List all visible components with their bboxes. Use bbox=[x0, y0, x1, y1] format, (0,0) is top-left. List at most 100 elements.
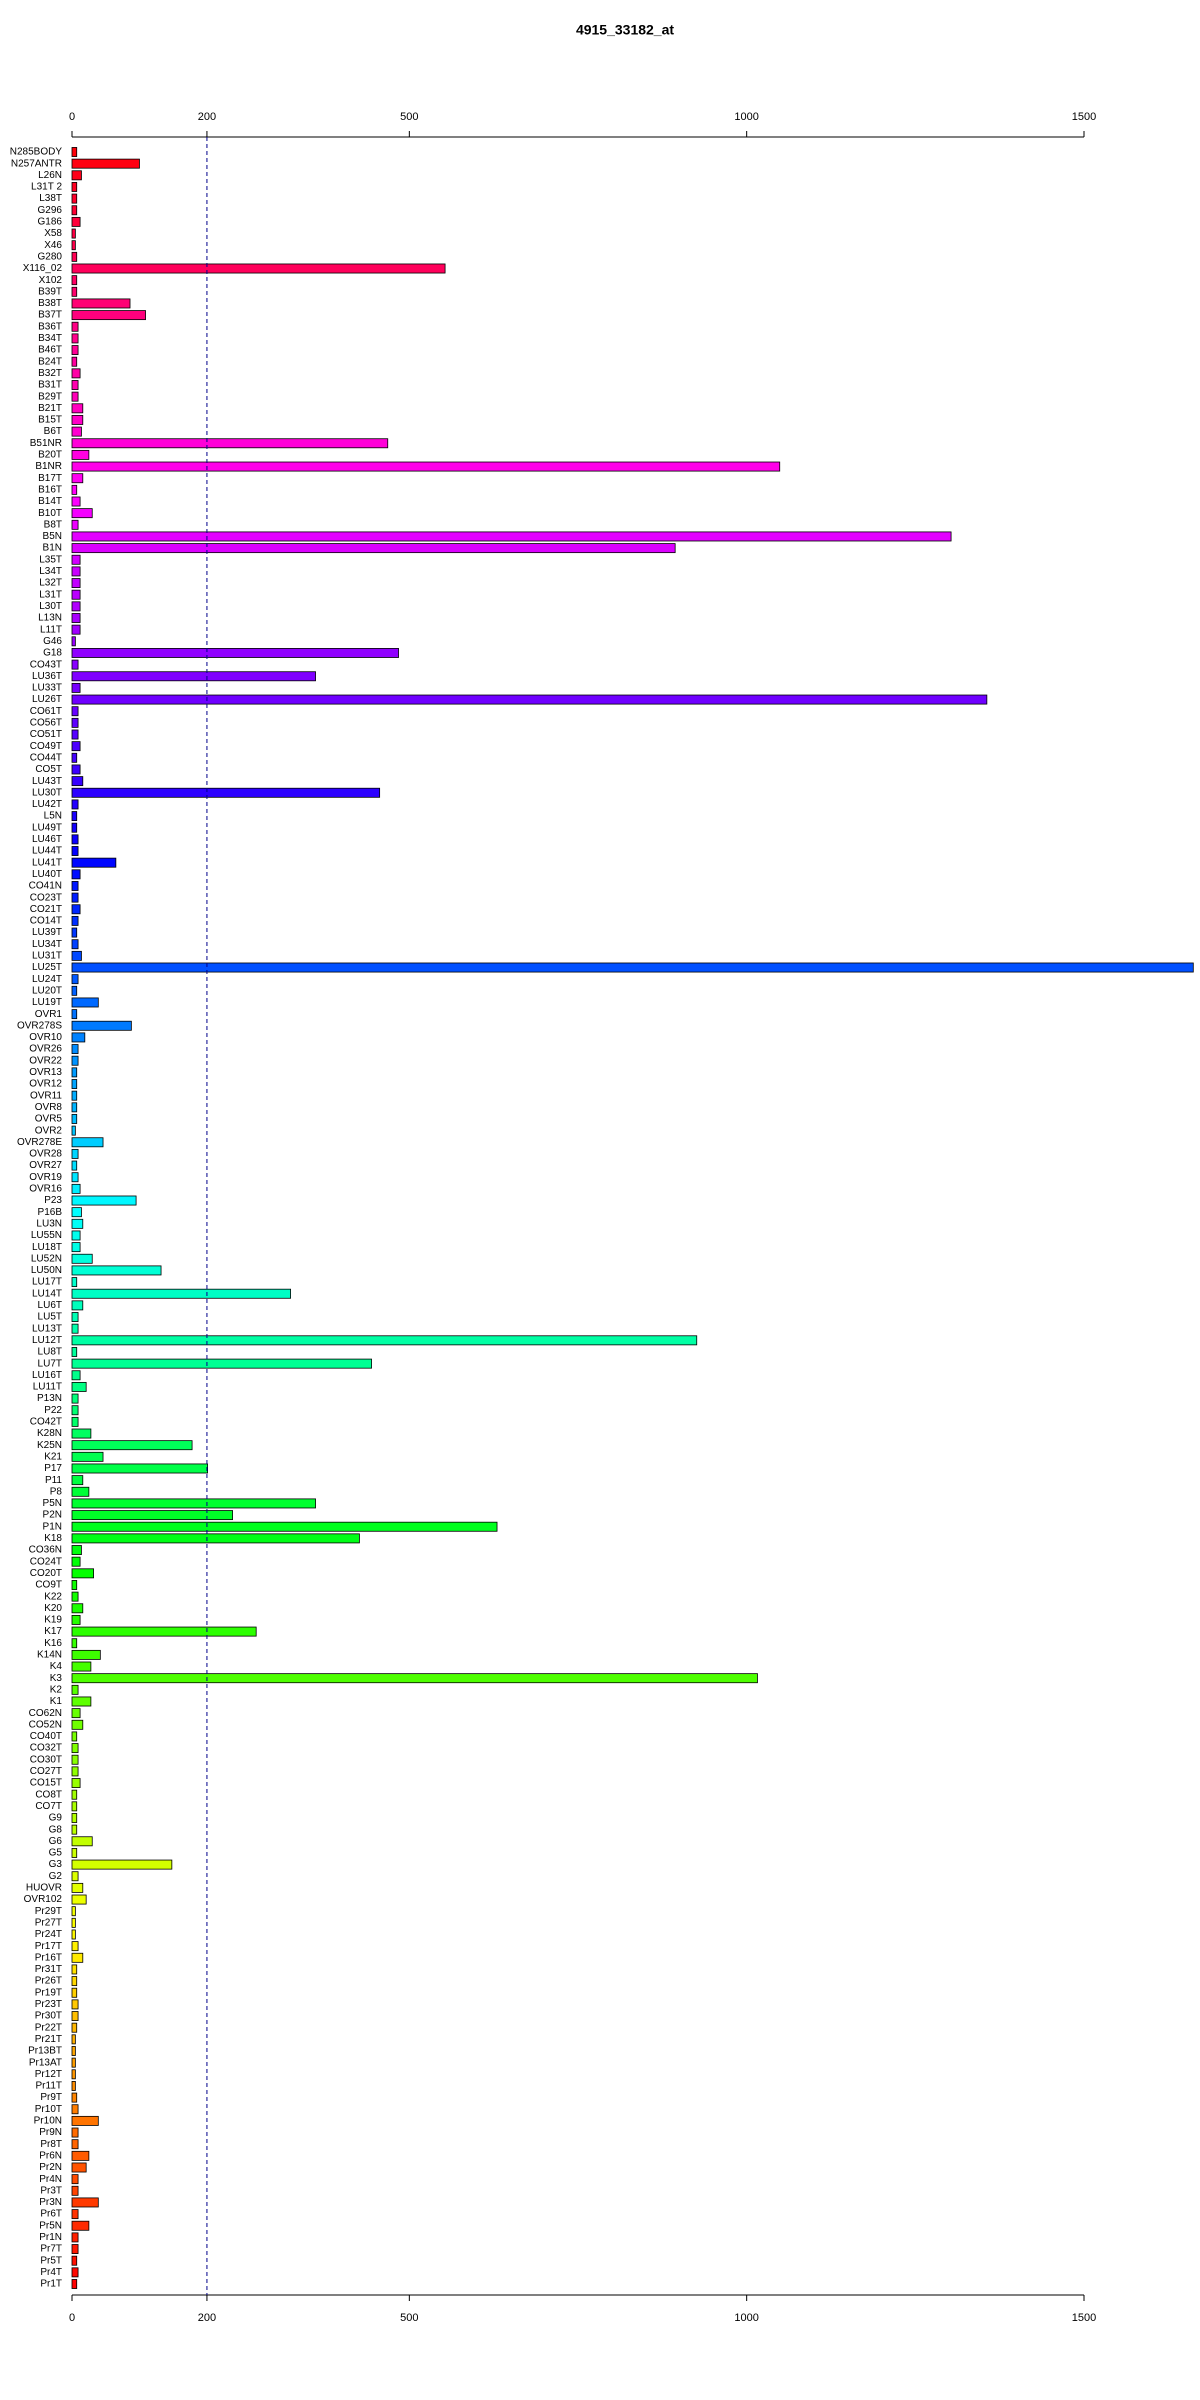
bar bbox=[71, 1207, 82, 1218]
bar bbox=[71, 158, 140, 169]
y-tick-label: Pr6N bbox=[39, 2150, 62, 2161]
y-tick-label: X58 bbox=[44, 228, 62, 239]
y-tick-label: K25N bbox=[37, 1440, 62, 1451]
x-tick-label: 1500 bbox=[1072, 111, 1096, 123]
bar bbox=[71, 1079, 78, 1089]
bar bbox=[71, 1323, 79, 1334]
bar bbox=[71, 228, 76, 239]
y-tick-label: K4 bbox=[50, 1661, 63, 1672]
y-tick-label: LU25T bbox=[32, 962, 62, 973]
bar bbox=[71, 461, 781, 472]
y-tick-label: Pr3T bbox=[40, 2185, 62, 2196]
y-tick-label: CO42T bbox=[30, 1417, 62, 1428]
y-tick-label: P23 bbox=[44, 1195, 62, 1206]
bar bbox=[71, 2139, 79, 2150]
y-tick-label: CO51T bbox=[30, 729, 62, 740]
bar bbox=[71, 298, 131, 309]
bar bbox=[71, 1020, 132, 1031]
y-tick-label: OVR8 bbox=[35, 1102, 63, 1113]
bar bbox=[71, 1836, 93, 1847]
y-tick-label: LU5T bbox=[38, 1312, 62, 1323]
y-tick-label: OVR16 bbox=[29, 1184, 62, 1195]
bar bbox=[71, 717, 79, 728]
bar bbox=[71, 671, 316, 682]
y-tick-label: X46 bbox=[44, 240, 62, 251]
bar bbox=[71, 240, 76, 251]
bar bbox=[71, 1358, 372, 1369]
y-tick-label: LU7T bbox=[38, 1358, 62, 1369]
y-tick-label: OVR278S bbox=[17, 1020, 62, 1031]
y-tick-label: B16T bbox=[38, 484, 62, 495]
y-tick-label: Pr5T bbox=[40, 2255, 62, 2266]
bar bbox=[71, 2081, 76, 2091]
bar bbox=[71, 997, 99, 1008]
bar bbox=[71, 741, 81, 752]
y-tick-label: Pr10T bbox=[35, 2104, 62, 2115]
y-tick-label: OVR22 bbox=[29, 1055, 62, 1066]
y-tick-label: G280 bbox=[38, 251, 63, 262]
x-tick-label: 0 bbox=[69, 111, 75, 123]
bar bbox=[71, 822, 78, 833]
bar bbox=[71, 1300, 84, 1311]
bar bbox=[71, 286, 78, 297]
bar bbox=[71, 1976, 78, 1987]
bar bbox=[71, 368, 81, 379]
bar bbox=[71, 531, 952, 542]
bar bbox=[71, 205, 78, 216]
y-tick-label: OVR26 bbox=[29, 1044, 62, 1055]
y-tick-label: G46 bbox=[43, 636, 62, 647]
y-tick-label: LU18T bbox=[32, 1242, 62, 1253]
y-tick-label: P17 bbox=[44, 1463, 62, 1474]
y-tick-label: Pr30T bbox=[35, 2011, 62, 2022]
y-tick-label: G9 bbox=[49, 1813, 63, 1824]
y-tick-label: Pr19T bbox=[35, 1987, 62, 1998]
y-tick-label: Pr31T bbox=[35, 1964, 62, 1975]
bar bbox=[71, 764, 81, 775]
bar bbox=[71, 1451, 104, 1462]
y-tick-label: Pr7T bbox=[40, 2244, 62, 2255]
bar bbox=[71, 904, 81, 915]
y-tick-label: LU40T bbox=[32, 869, 62, 880]
bar bbox=[71, 251, 78, 262]
y-tick-label: B39T bbox=[38, 286, 62, 297]
y-tick-label: OVR10 bbox=[29, 1032, 62, 1043]
y-tick-label: B24T bbox=[38, 356, 62, 367]
bar bbox=[71, 752, 78, 763]
bar bbox=[71, 1754, 79, 1765]
bar bbox=[71, 2092, 78, 2103]
y-tick-label: G18 bbox=[43, 648, 62, 659]
y-tick-label: Pr17T bbox=[35, 1941, 62, 1952]
bar bbox=[71, 1813, 78, 1823]
y-tick-label: LU46T bbox=[32, 834, 62, 845]
bar bbox=[71, 275, 78, 286]
bar bbox=[71, 2127, 79, 2138]
bar bbox=[71, 321, 79, 332]
bar bbox=[71, 985, 78, 996]
bar bbox=[71, 1312, 79, 1322]
y-tick-label: P2N bbox=[43, 1510, 62, 1521]
x-tick-label: 0 bbox=[69, 2312, 75, 2324]
y-tick-label: CO36N bbox=[29, 1545, 62, 1556]
y-tick-label: G186 bbox=[38, 217, 63, 228]
y-tick-label: CO8T bbox=[35, 1789, 62, 1800]
bar bbox=[71, 1218, 84, 1229]
y-tick-label: LU34T bbox=[32, 939, 62, 950]
y-tick-label: OVR28 bbox=[29, 1149, 62, 1160]
bar bbox=[71, 1941, 79, 1952]
y-tick-label: L26N bbox=[38, 170, 62, 181]
bar bbox=[71, 2220, 90, 2231]
y-tick-label: Pr29T bbox=[35, 1906, 62, 1917]
bar bbox=[71, 1894, 87, 1905]
y-tick-label: LU12T bbox=[32, 1335, 62, 1346]
y-tick-label: Pr21T bbox=[35, 2034, 62, 2045]
bar bbox=[71, 2115, 99, 2126]
y-tick-label: B31T bbox=[38, 380, 62, 391]
y-tick-label: G296 bbox=[38, 205, 63, 216]
y-tick-label: CO5T bbox=[35, 764, 62, 775]
bar bbox=[71, 1708, 81, 1719]
bar bbox=[71, 1498, 316, 1509]
bar bbox=[71, 415, 84, 425]
y-tick-label: B8T bbox=[44, 519, 62, 530]
